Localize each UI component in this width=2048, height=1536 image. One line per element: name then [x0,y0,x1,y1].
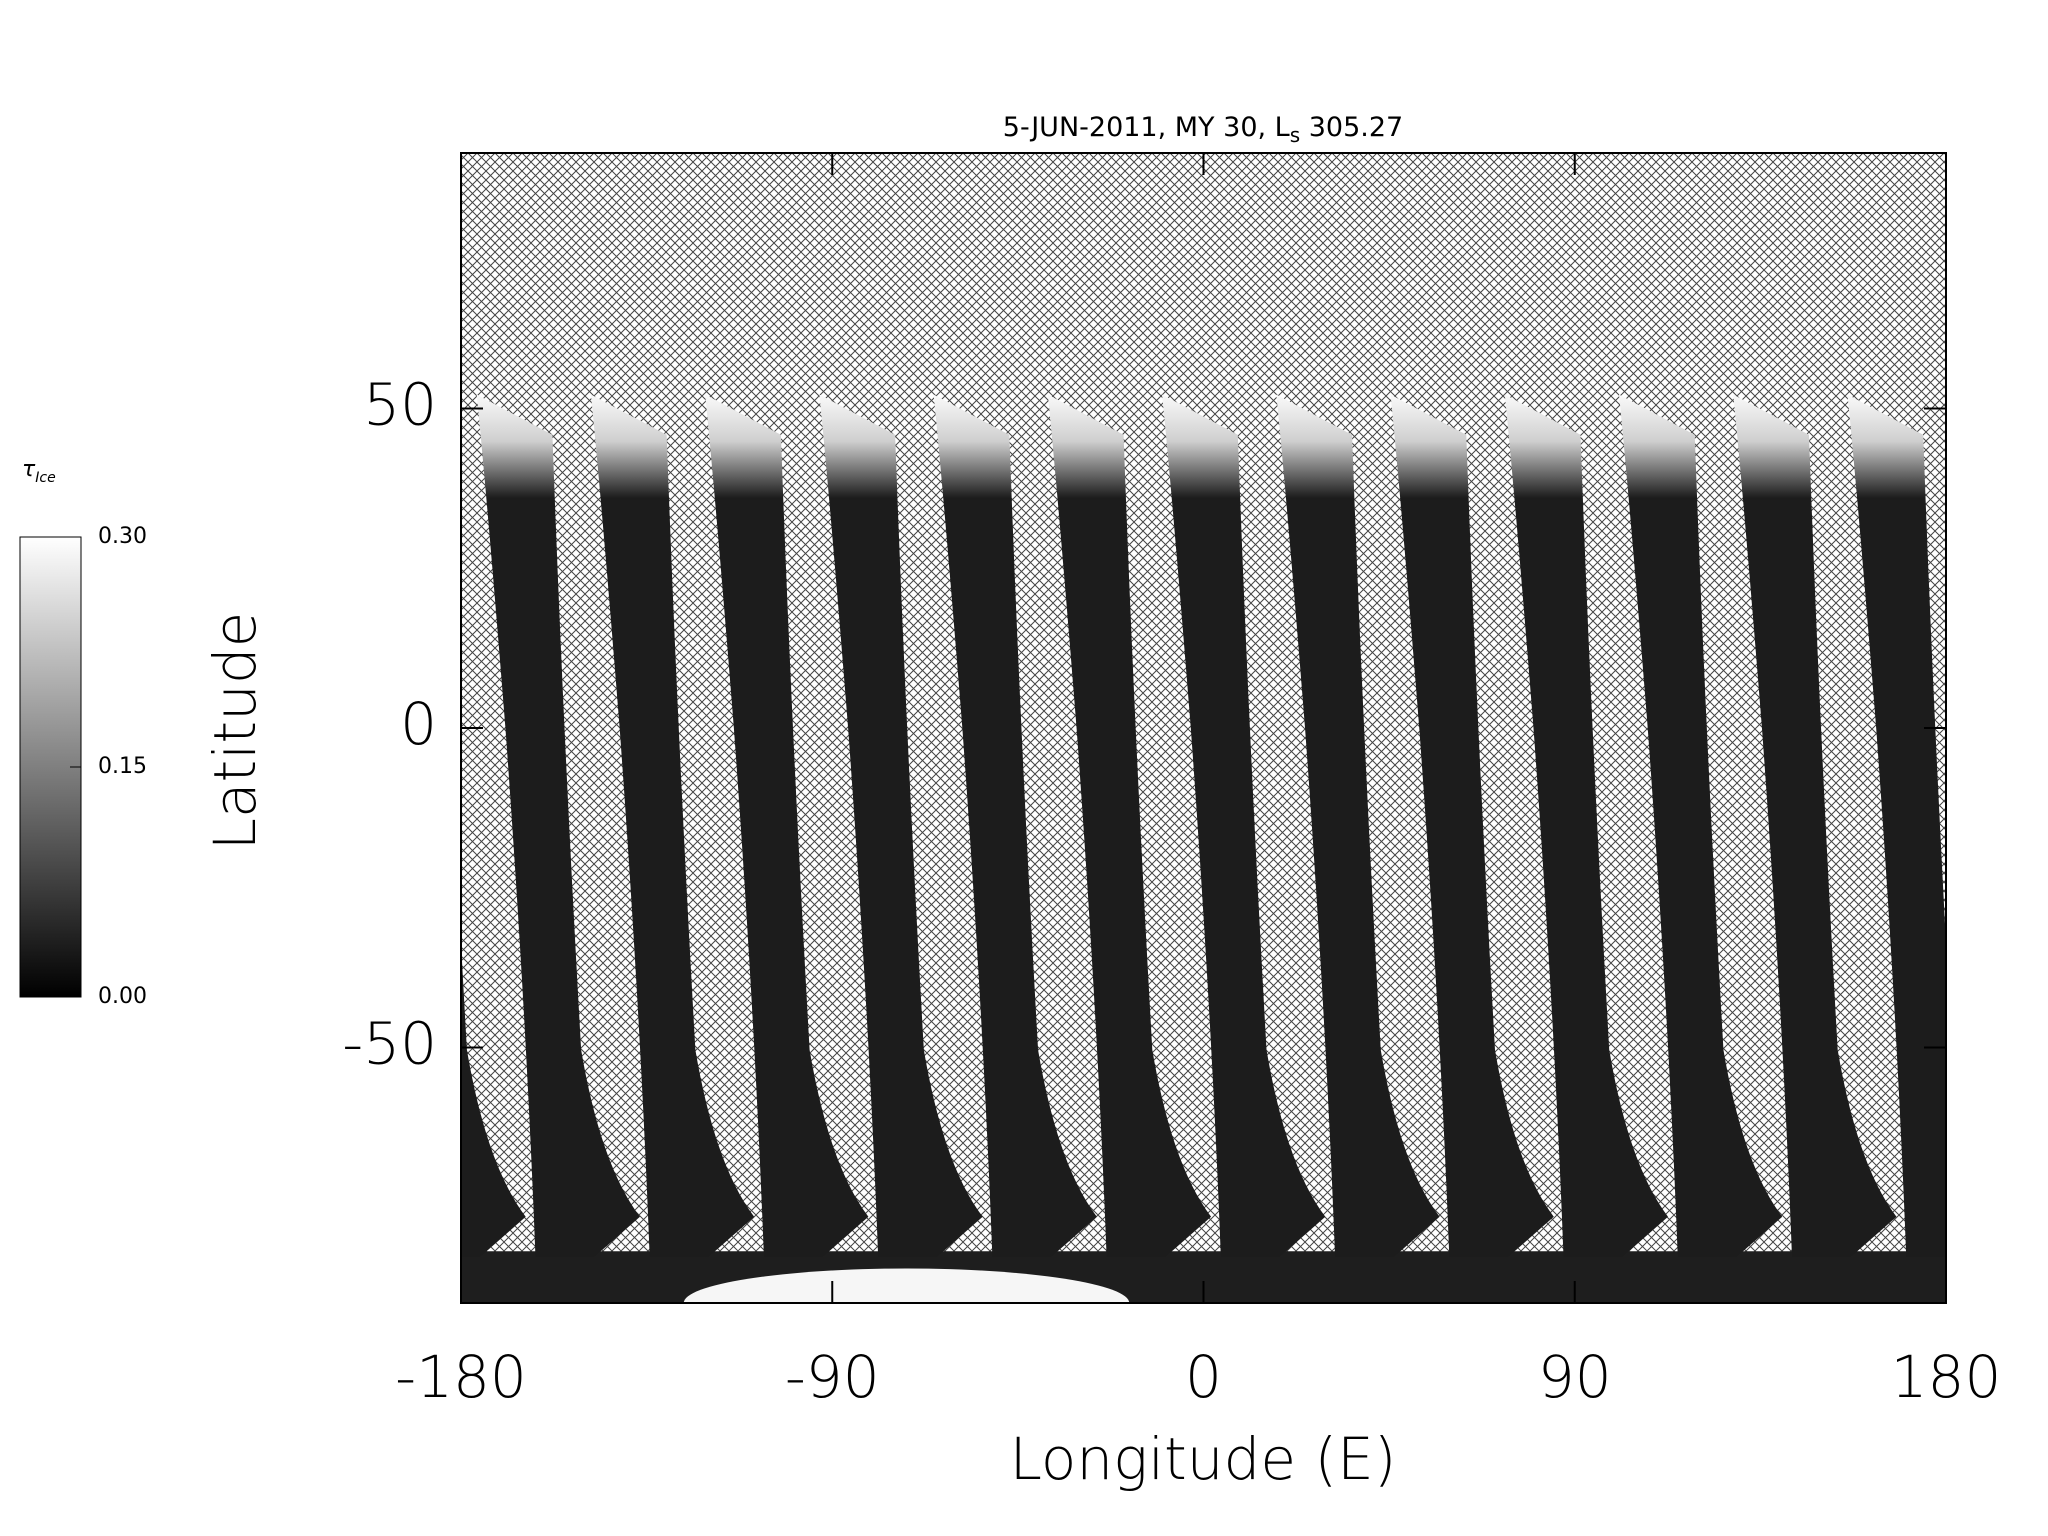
colorbar-tick-label: 0.30 [98,524,147,549]
swath [819,394,983,1257]
swath [1162,394,1326,1257]
x-tick-label: -180 [395,1343,527,1411]
colorbar-tick-label: 0.00 [98,984,147,1009]
swath [461,942,526,1257]
x-axis-label: Longitude (E) [1010,1425,1397,1493]
swath [1390,394,1554,1257]
map-area [461,153,1946,1303]
chart-title: 5-JUN-2011, MY 30, Ls 305.27 [1003,112,1403,147]
swath [933,394,1097,1257]
swath [1847,394,1946,1257]
swath [476,394,640,1257]
swath [590,394,755,1257]
swath [1276,394,1440,1257]
x-tick-label: 90 [1538,1343,1612,1411]
swath [1733,394,1897,1257]
x-tick-label: -90 [785,1343,880,1411]
y-tick-label: 0 [400,690,437,758]
y-tick-label: -50 [342,1009,437,1077]
colorbar-label: τIce [22,457,56,486]
swath [1047,394,1212,1257]
colorbar-tick-label: 0.15 [98,754,147,779]
x-tick-label: 180 [1891,1343,2002,1411]
y-axis-label: Latitude [201,612,269,851]
x-tick-label: 0 [1185,1343,1222,1411]
swath [1618,394,1783,1257]
swath [1504,394,1669,1257]
swath [705,394,869,1257]
y-tick-label: 50 [363,371,437,439]
polar-cap [683,1268,1130,1303]
